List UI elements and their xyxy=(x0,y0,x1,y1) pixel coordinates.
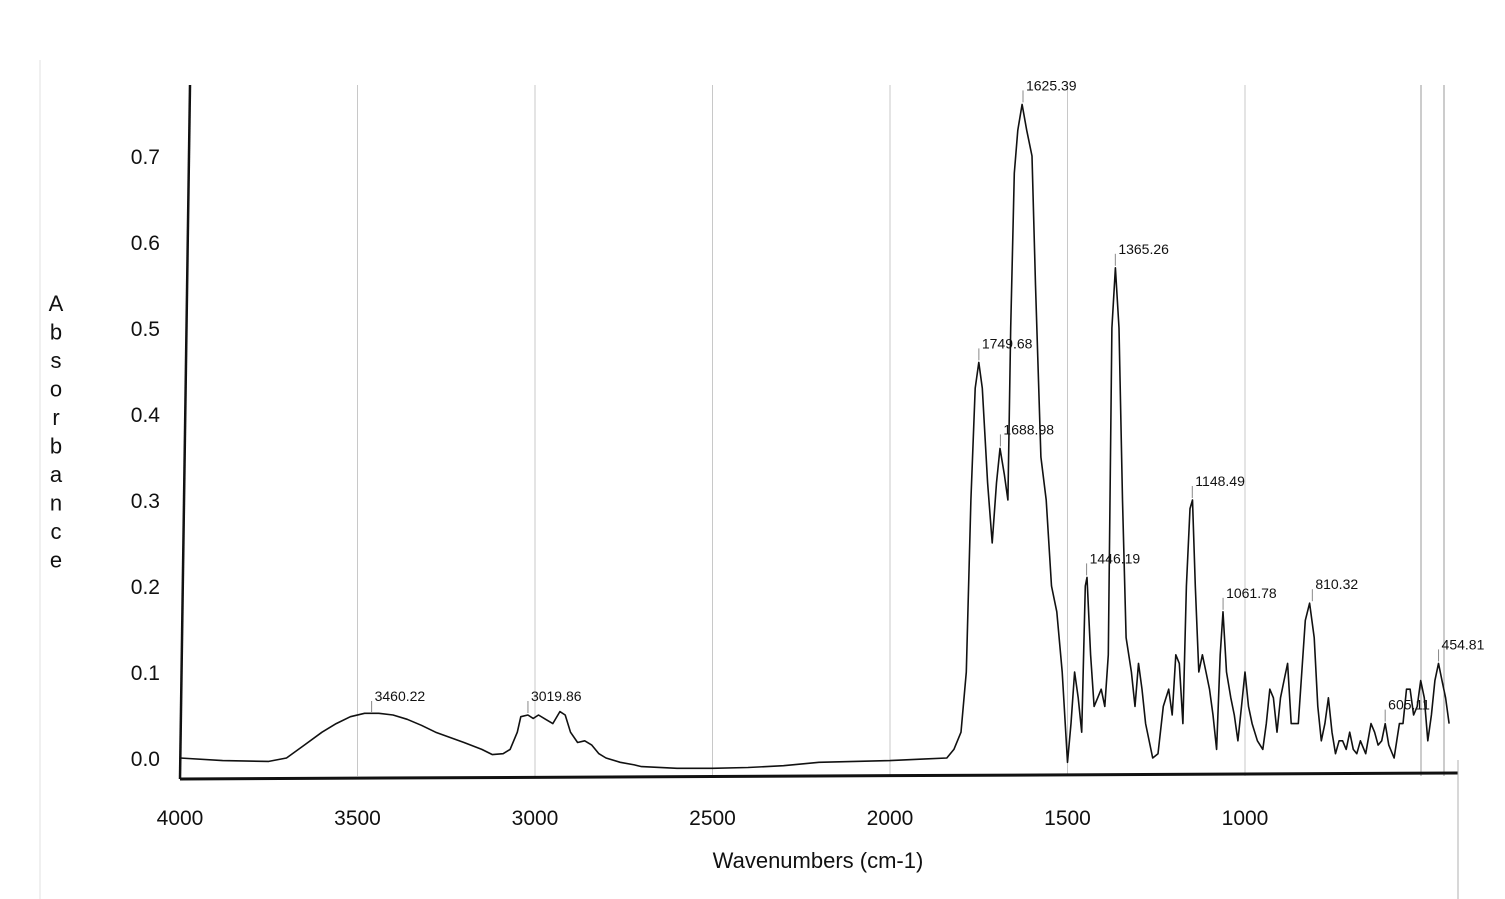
peak-3019.86: 3019.86 xyxy=(527,688,582,713)
peak-label: 454.81 xyxy=(1442,636,1485,652)
y-tick-label-0.2: 0.2 xyxy=(131,576,160,599)
x-axis-label: Wavenumbers (cm-1) xyxy=(713,848,924,873)
y-tick-label-0.6: 0.6 xyxy=(131,232,160,255)
y-tick-label-0.1: 0.1 xyxy=(131,662,160,685)
peak-label: 1688.98 xyxy=(1003,421,1054,437)
peak-label: 1365.26 xyxy=(1118,241,1169,257)
peak-1148.49: 1148.49 xyxy=(1191,473,1245,498)
y-axis-label-letter: e xyxy=(50,548,62,573)
y-tick-label-0.5: 0.5 xyxy=(131,318,160,341)
peak-1365.26: 1365.26 xyxy=(1114,241,1169,266)
y-axis-label-letter: n xyxy=(50,491,62,516)
peak-label: 3460.22 xyxy=(375,688,426,704)
y-tick-label-0.7: 0.7 xyxy=(131,146,160,169)
peak-label: 1625.39 xyxy=(1026,77,1077,93)
spectrum-line xyxy=(179,103,1450,770)
peak-label: 810.32 xyxy=(1315,576,1358,592)
peak-1446.19: 1446.19 xyxy=(1086,550,1141,576)
x-tick-label-2000: 2000 xyxy=(867,807,914,830)
x-tick-label-1500: 1500 xyxy=(1044,807,1091,830)
peak-label: 1446.19 xyxy=(1090,550,1141,566)
peak-605.11: 605.11 xyxy=(1384,697,1430,722)
peak-label: 605.11 xyxy=(1388,697,1430,713)
peak-1625.39: 1625.39 xyxy=(1022,77,1077,103)
tick-labels: 4000 3500 3000 2500 2000 1500 1000 0.0 0.1 0.2 0.3… xyxy=(131,146,1269,830)
y-axis-label-letter: b xyxy=(50,320,62,345)
peak-label: 1749.68 xyxy=(982,335,1033,351)
peak-label: 1148.49 xyxy=(1195,473,1245,489)
peak-454.81: 454.81 xyxy=(1438,636,1485,662)
series xyxy=(179,103,1450,770)
x-tick-label-2500: 2500 xyxy=(689,807,736,830)
y-axis-label-letter: a xyxy=(50,462,63,487)
y-axis-label-letter: s xyxy=(51,348,62,373)
y-axis-line xyxy=(178,84,192,780)
y-axis-label-letter: A xyxy=(49,291,64,316)
y-tick-label-0.4: 0.4 xyxy=(131,404,161,427)
peak-label: 3019.86 xyxy=(531,688,582,704)
x-tick-label-1000: 1000 xyxy=(1222,807,1269,830)
y-axis-label-letter: r xyxy=(52,405,59,430)
peak-1061.78: 1061.78 xyxy=(1222,585,1277,610)
y-axis-label-letter: c xyxy=(51,519,62,544)
peak-3460.22: 3460.22 xyxy=(371,688,426,713)
x-tick-label-3500: 3500 xyxy=(334,807,381,830)
peak-label: 1061.78 xyxy=(1226,585,1277,601)
x-tick-label-3000: 3000 xyxy=(512,807,559,830)
peak-810.32: 810.32 xyxy=(1311,576,1358,602)
peak-1688.98: 1688.98 xyxy=(999,421,1054,447)
peak-1749.68: 1749.68 xyxy=(978,335,1033,361)
peak-labels: 3460.22 3019.86 1749.68 1688.98 1625.39 1446.… xyxy=(371,77,1485,722)
x-tick-label-4000: 4000 xyxy=(157,807,204,830)
y-axis-label-letter: o xyxy=(50,377,62,402)
y-tick-label-0.0: 0.0 xyxy=(131,748,160,771)
vertical-gridlines xyxy=(357,85,1445,776)
axes xyxy=(39,60,1459,899)
y-axis-label-letter: b xyxy=(50,434,62,459)
x-axis-line xyxy=(179,771,1459,781)
y-tick-label-0.3: 0.3 xyxy=(131,490,160,513)
